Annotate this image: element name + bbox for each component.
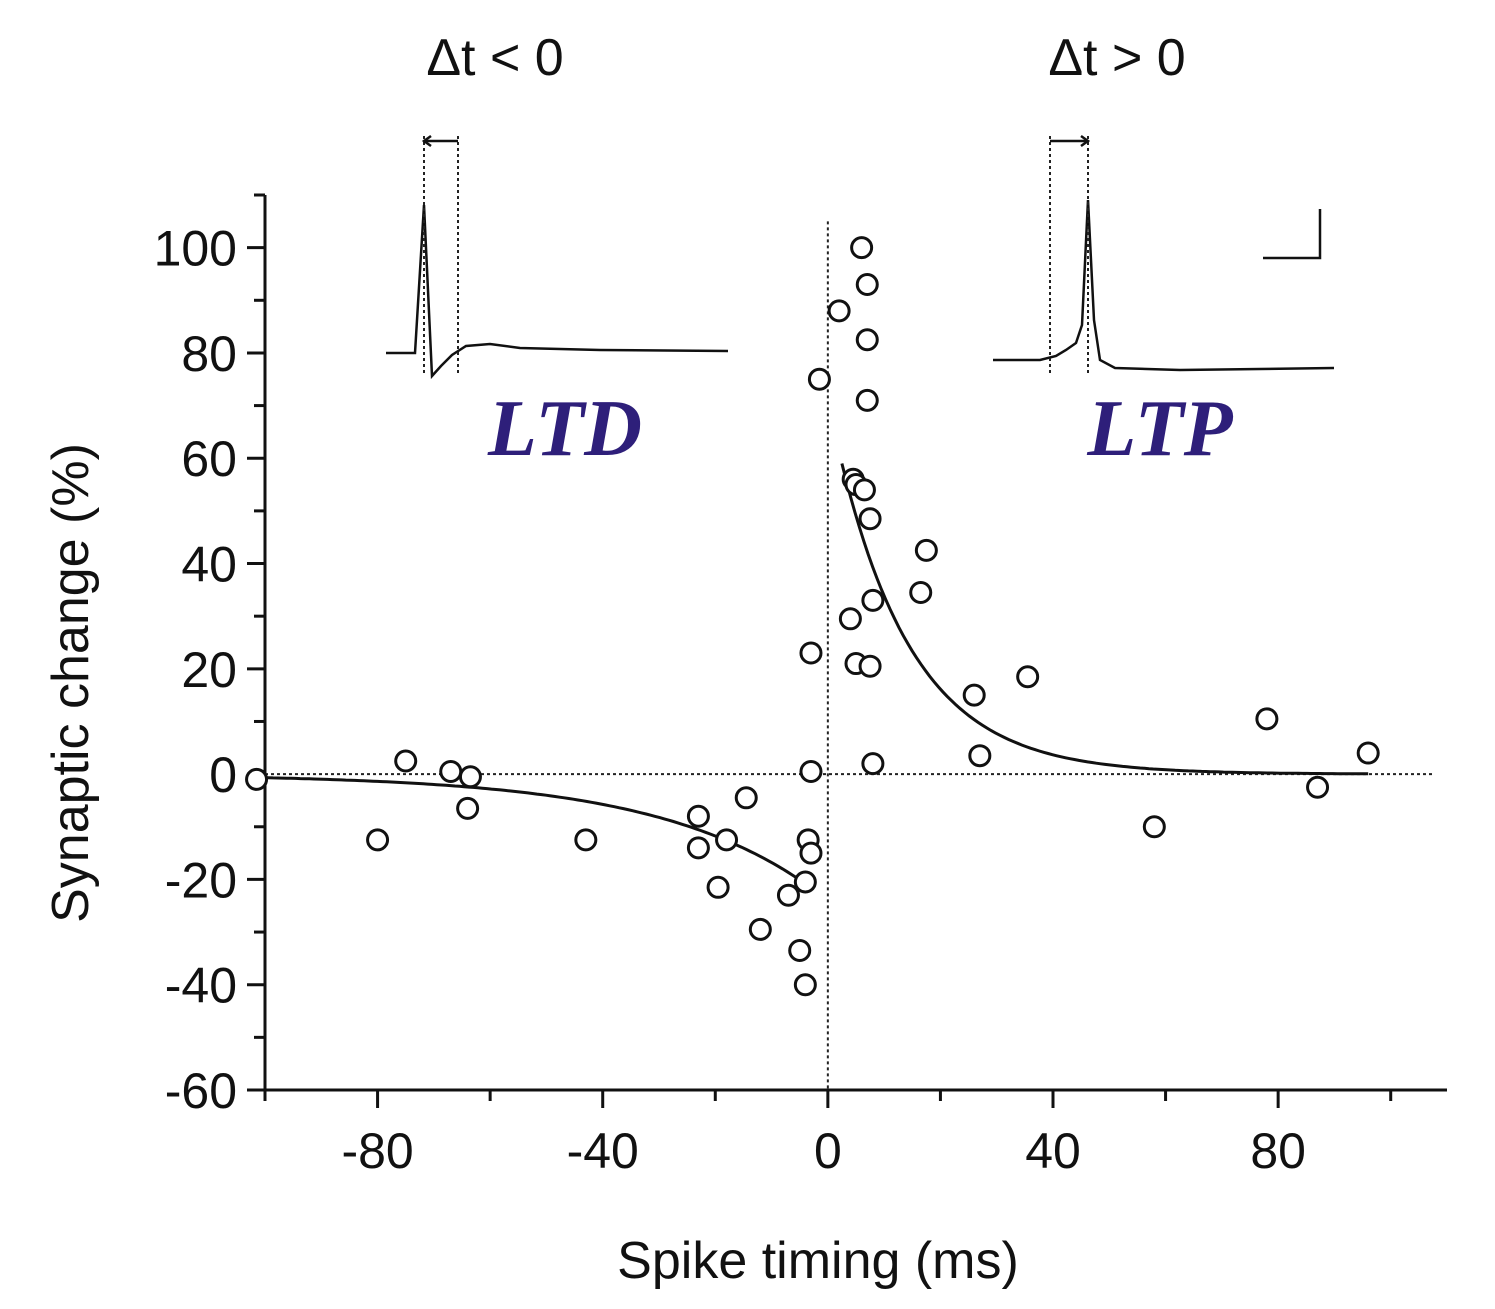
ltp-data-point xyxy=(827,299,851,323)
ltd-data-point xyxy=(456,796,480,820)
ltp-data-point xyxy=(1142,815,1166,839)
left-condition-label: Δt < 0 xyxy=(426,29,563,87)
y-tick-label: 0 xyxy=(209,747,237,803)
ltd-data-point xyxy=(799,759,823,783)
x-tick-label: 0 xyxy=(814,1123,842,1179)
y-tick-label: -20 xyxy=(165,852,237,908)
ltd-data-point xyxy=(686,836,710,860)
ltd-data-point xyxy=(734,786,758,810)
y-axis-title: Synaptic change (%) xyxy=(42,443,100,923)
y-tick-label: 20 xyxy=(181,642,237,698)
x-tick-label: -40 xyxy=(567,1123,639,1179)
y-tick-label: -60 xyxy=(165,1063,237,1119)
x-tick-label: 40 xyxy=(1025,1123,1081,1179)
ltp-data-point xyxy=(858,507,882,531)
ltp-data-point xyxy=(968,744,992,768)
ltd-data-point xyxy=(788,938,812,962)
ltp-data-point xyxy=(858,654,882,678)
ltp-data-point xyxy=(861,752,885,776)
ltd-fit-curve xyxy=(259,776,807,885)
y-tick-labels: -60 -40 -20 0 20 40 60 80 100 xyxy=(154,221,237,1119)
ltp-data-point xyxy=(1016,665,1040,689)
ltp-data-point xyxy=(1255,707,1279,731)
ltd-data-point xyxy=(793,870,817,894)
x-tick-label: -80 xyxy=(341,1123,413,1179)
ltd-data-point xyxy=(706,875,730,899)
y-tick-label: 100 xyxy=(154,221,237,277)
y-tick-label: -40 xyxy=(165,958,237,1014)
ltd-region-label: LTD xyxy=(487,385,642,473)
ltp-data-point xyxy=(850,236,874,260)
ltd-data-point xyxy=(574,828,598,852)
data-points xyxy=(245,236,1380,997)
ltd-data-point xyxy=(748,917,772,941)
x-tick-label: 80 xyxy=(1250,1123,1306,1179)
ltp-data-point xyxy=(1306,775,1330,799)
y-tick-label: 80 xyxy=(181,326,237,382)
ltp-data-point xyxy=(861,588,885,612)
ltd-data-point xyxy=(776,883,800,907)
ltd-data-point xyxy=(686,804,710,828)
ltp-data-point xyxy=(855,388,879,412)
fit-curves xyxy=(259,463,1369,885)
y-tick-label: 60 xyxy=(181,431,237,487)
ltp-data-point xyxy=(855,273,879,296)
ltd-data-point xyxy=(799,641,823,665)
ltd-data-point xyxy=(394,749,418,773)
axes xyxy=(247,193,1447,1108)
ltp-data-point xyxy=(852,478,876,502)
ltd-data-point xyxy=(245,767,269,791)
ltp-spike-trace xyxy=(993,134,1335,373)
ltd-data-point xyxy=(799,841,823,865)
scale-bar xyxy=(1263,209,1322,260)
ltp-fit-curve xyxy=(840,463,1369,776)
ltd-data-point xyxy=(807,367,831,391)
ltd-data-point xyxy=(793,973,817,997)
y-tick-label: 40 xyxy=(181,537,237,593)
ltd-data-point xyxy=(715,828,739,852)
x-axis-title: Spike timing (ms) xyxy=(617,1232,1019,1290)
right-condition-label: Δt > 0 xyxy=(1048,29,1185,87)
ltd-data-point xyxy=(366,828,390,852)
ltp-data-point xyxy=(909,580,933,604)
ltd-data-point xyxy=(439,759,463,783)
ltp-data-point xyxy=(855,328,879,352)
ltp-data-point xyxy=(962,683,986,707)
x-tick-labels: -80 -40 0 40 80 xyxy=(341,1123,1306,1179)
ltp-data-point xyxy=(838,607,862,631)
ltp-data-point xyxy=(1356,741,1380,765)
ltd-spike-trace xyxy=(386,134,729,380)
ltp-data-point xyxy=(914,538,938,562)
ltp-region-label: LTP xyxy=(1086,385,1233,473)
ltd-data-point xyxy=(458,765,482,789)
